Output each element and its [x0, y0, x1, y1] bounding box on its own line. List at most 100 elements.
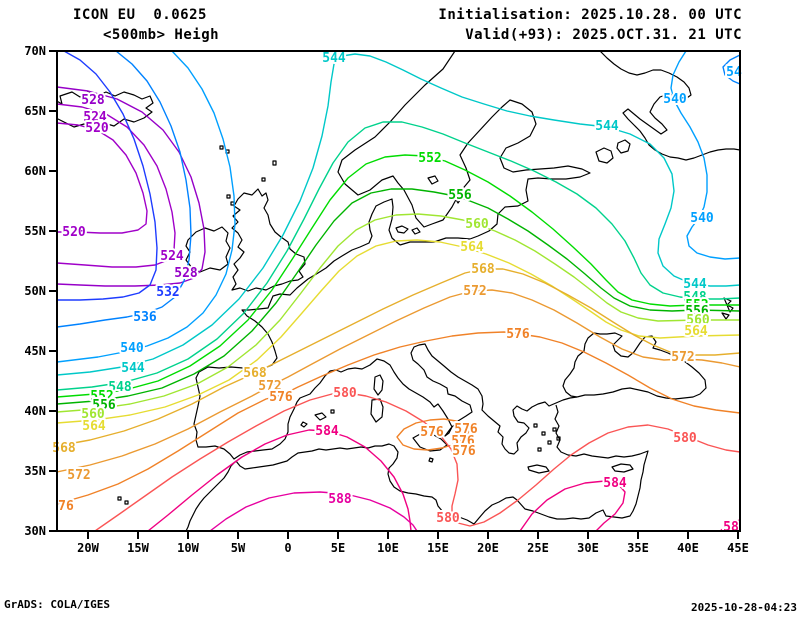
- grads-credit: GrADS: COLA/IGES: [4, 598, 110, 611]
- contour-label-576: 576: [451, 434, 475, 449]
- contour-label-548: 548: [108, 380, 132, 395]
- coast-iceland: [57, 91, 154, 129]
- contour-label-540: 540: [663, 92, 687, 107]
- contour-label-536: 536: [133, 310, 157, 325]
- contour-label-580: 580: [673, 431, 697, 446]
- island-majorca: [314, 412, 327, 421]
- lon-tick-label: 20W: [77, 541, 99, 555]
- lon-tick-label: 10E: [377, 541, 399, 555]
- lon-tick-label: 40E: [677, 541, 699, 555]
- contour-536-corner: [722, 54, 740, 85]
- contour-label-524: 524: [83, 110, 107, 125]
- contour-label-568: 568: [471, 262, 495, 277]
- lon-tick-label: 45E: [727, 541, 749, 555]
- contour-label-548: 548: [683, 290, 707, 305]
- contour-label-572: 572: [258, 379, 281, 394]
- island-sardinia: [370, 398, 384, 423]
- contour-label-552: 552: [685, 298, 708, 313]
- contour-label-532: 532: [156, 285, 179, 300]
- contour-528: [57, 86, 206, 287]
- contour-560: [57, 213, 740, 413]
- init-time: Initialisation: 2025.10.28. 00 UTC: [438, 7, 742, 23]
- lat-tick-label: 70N: [24, 44, 46, 58]
- contour-552: [57, 154, 740, 398]
- lon-tick-label: 30E: [577, 541, 599, 555]
- contour-labels: 5285245205205245285325365405445485525565…: [50, 49, 744, 537]
- model-title: ICON EU 0.0625: [73, 7, 207, 23]
- island-zealand: [395, 225, 409, 234]
- contour-label-544: 544: [121, 361, 145, 376]
- contour-label-544: 544: [595, 119, 619, 134]
- contour-label-528: 528: [174, 266, 198, 281]
- contour-540-east-trough: [670, 51, 740, 260]
- coast-britain: [231, 188, 306, 292]
- contour-label-576: 76: [58, 499, 74, 514]
- contour-524: [57, 103, 176, 268]
- island-corsica: [373, 374, 384, 396]
- lon-tick-label: 15E: [427, 541, 449, 555]
- contour-label-560: 560: [81, 407, 105, 422]
- contour-label-564: 564: [82, 419, 106, 434]
- contour-label-544: 544: [322, 51, 346, 66]
- contour-label-576: 576: [269, 390, 293, 405]
- contour-label-544: 544: [683, 277, 707, 292]
- contour-584-corner: [719, 519, 740, 531]
- contour-label-580: 580: [333, 386, 357, 401]
- contour-label-588: 588: [328, 492, 352, 507]
- coast-ireland: [185, 226, 231, 273]
- contour-544: [57, 53, 740, 376]
- contour-label-524: 524: [160, 249, 184, 264]
- island-cyprus: [611, 463, 634, 473]
- lat-tick-label: 65N: [24, 104, 46, 118]
- contour-label-576: 576: [420, 425, 444, 440]
- coast-black-sea: [562, 332, 707, 400]
- lat-tick-label: 35N: [24, 464, 46, 478]
- coast-europe-mainland: [193, 198, 578, 460]
- contour-label-572: 572: [463, 284, 486, 299]
- lat-tick-label: 55N: [24, 224, 46, 238]
- contour-label-520: 520: [85, 121, 109, 136]
- contour-576-main: [57, 331, 740, 505]
- contour-580: [94, 392, 740, 531]
- island-crete: [527, 464, 550, 474]
- island-funen: [411, 227, 421, 235]
- contour-label-584: 58: [723, 520, 739, 535]
- contour-label-556: 556: [685, 304, 709, 319]
- contour-label-560: 560: [686, 313, 710, 328]
- coast-scandinavia: [337, 51, 591, 246]
- contour-564: [57, 239, 740, 424]
- contour-572: [57, 289, 740, 473]
- coast-turkey-africa: [185, 404, 649, 531]
- contour-568: [57, 268, 740, 447]
- lat-tick-label: 60N: [24, 164, 46, 178]
- contour-label-564: 564: [684, 324, 708, 339]
- lat-tick-label: 50N: [24, 284, 46, 298]
- lat-tick-label: 40N: [24, 404, 46, 418]
- contour-584-east: [519, 480, 626, 531]
- contour-label-540: 540: [690, 211, 714, 226]
- lake-onega: [616, 139, 631, 154]
- contour-label-572: 572: [671, 350, 694, 365]
- contour-label-580: 580: [436, 511, 460, 526]
- lon-tick-label: 35E: [627, 541, 649, 555]
- coast-kola-whitesea: [599, 51, 740, 161]
- lon-tick-label: 20E: [477, 541, 499, 555]
- lon-tick-label: 15W: [127, 541, 149, 555]
- contour-588: [209, 491, 418, 531]
- contour-label-528: 528: [81, 93, 105, 108]
- contour-540: [57, 51, 236, 363]
- contour-lines: [57, 51, 740, 531]
- lon-tick-label: 25E: [527, 541, 549, 555]
- contour-label-568: 568: [243, 366, 267, 381]
- contour-label-556: 556: [448, 188, 472, 203]
- axis-ticks: 70N 65N 60N 55N 50N 45N 40N 35N 30N 20W 15W 10W 5W 0 5…: [24, 44, 749, 555]
- contour-532: [57, 51, 158, 301]
- contour-label-552: 552: [90, 389, 113, 404]
- contour-label-540: 540: [120, 341, 144, 356]
- contour-label-576: 576: [506, 327, 530, 342]
- lon-tick-label: 5W: [231, 541, 246, 555]
- contour-label-520: 520: [62, 225, 86, 240]
- lon-tick-label: 5E: [331, 541, 345, 555]
